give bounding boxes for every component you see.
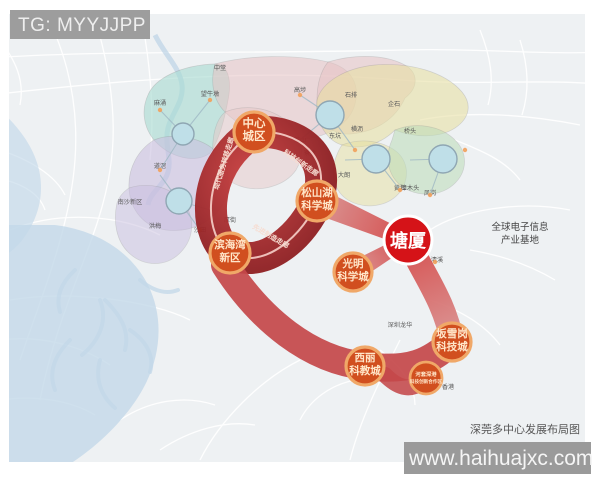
svg-text:中心: 中心 bbox=[243, 116, 266, 130]
svg-text:望牛墩: 望牛墩 bbox=[201, 90, 220, 98]
svg-text:东坑: 东坑 bbox=[329, 132, 341, 140]
svg-text:松山湖: 松山湖 bbox=[301, 186, 333, 199]
svg-text:塘厦: 塘厦 bbox=[390, 230, 427, 251]
svg-text:科教城: 科教城 bbox=[349, 364, 381, 377]
svg-text:全球电子信息: 全球电子信息 bbox=[491, 221, 548, 233]
svg-text:深莞多中心发展布局图: 深莞多中心发展布局图 bbox=[470, 422, 580, 436]
svg-text:科技城: 科技城 bbox=[436, 340, 468, 353]
svg-text:麻涌: 麻涌 bbox=[154, 99, 166, 107]
svg-text:坂雪岗: 坂雪岗 bbox=[436, 327, 468, 340]
svg-text:樟木头: 樟木头 bbox=[401, 184, 420, 192]
svg-text:香港: 香港 bbox=[442, 383, 455, 391]
svg-text:中堂: 中堂 bbox=[214, 64, 226, 72]
svg-text:TG: MYYJJPP: TG: MYYJJPP bbox=[18, 15, 146, 36]
svg-text:科技创新合作区: 科技创新合作区 bbox=[410, 378, 443, 385]
svg-text:西丽: 西丽 bbox=[355, 352, 376, 364]
svg-text:深圳龙华: 深圳龙华 bbox=[388, 321, 413, 329]
svg-text:桥头: 桥头 bbox=[404, 127, 416, 135]
svg-text:科学城: 科学城 bbox=[337, 270, 369, 283]
svg-text:洪梅: 洪梅 bbox=[149, 222, 161, 230]
svg-text:www.haihuajxc.com: www.haihuajxc.com bbox=[408, 447, 593, 470]
svg-text:河套深港: 河套深港 bbox=[415, 370, 437, 378]
svg-text:横沥: 横沥 bbox=[351, 125, 363, 133]
svg-text:企石: 企石 bbox=[388, 100, 400, 108]
svg-text:大朗: 大朗 bbox=[338, 171, 350, 179]
svg-text:石排: 石排 bbox=[345, 91, 357, 99]
svg-text:光明: 光明 bbox=[342, 257, 364, 270]
svg-text:产业基地: 产业基地 bbox=[501, 234, 540, 246]
svg-text:南沙新区: 南沙新区 bbox=[118, 198, 143, 206]
svg-text:新区: 新区 bbox=[220, 251, 241, 264]
svg-text:城区: 城区 bbox=[243, 129, 266, 143]
svg-text:科学城: 科学城 bbox=[301, 199, 333, 212]
svg-text:滨海湾: 滨海湾 bbox=[214, 238, 246, 251]
